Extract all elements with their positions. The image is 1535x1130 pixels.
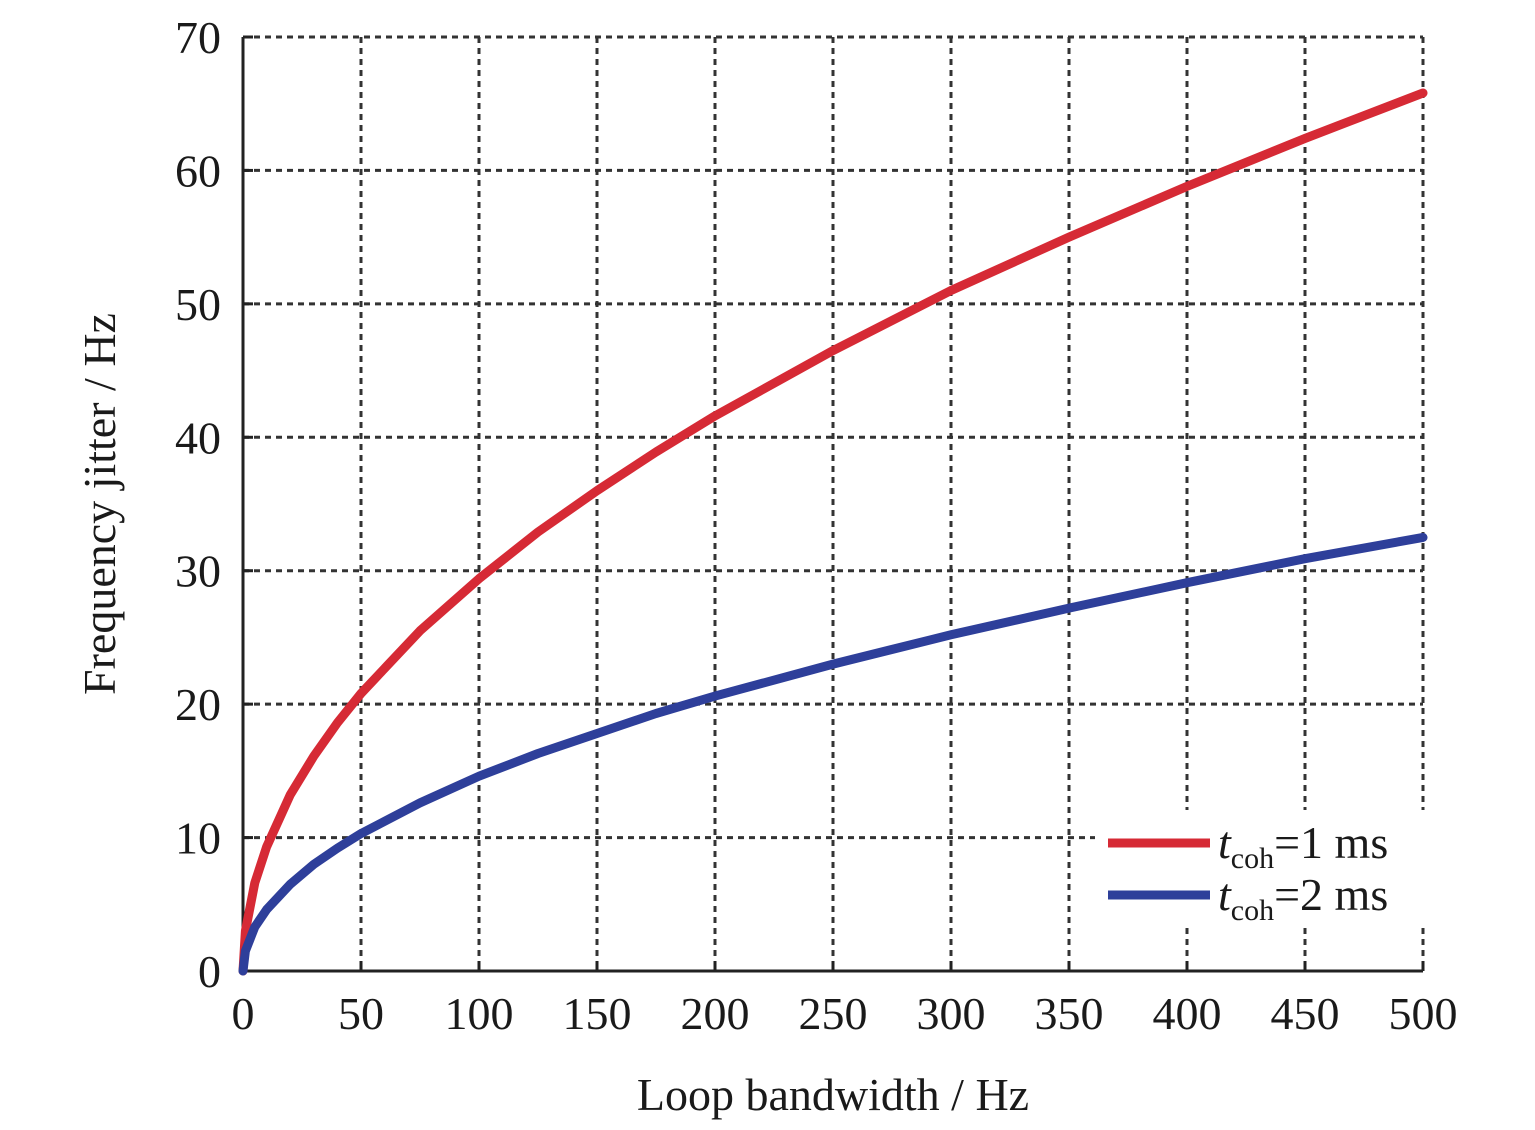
y-tick-label: 10 bbox=[175, 813, 221, 864]
x-axis-title: Loop bandwidth / Hz bbox=[637, 1069, 1029, 1120]
x-tick-label: 200 bbox=[681, 988, 750, 1039]
x-tick-label: 150 bbox=[563, 988, 632, 1039]
x-tick-label: 100 bbox=[445, 988, 514, 1039]
y-tick-label: 0 bbox=[198, 946, 221, 997]
line-chart: 0 50 100 150 200 250 300 350 400 450 500 0 10 20 30 40 5… bbox=[0, 0, 1535, 1130]
x-tick-label: 50 bbox=[338, 988, 384, 1039]
y-axis-title: Frequency jitter / Hz bbox=[74, 313, 125, 695]
x-tick-label: 450 bbox=[1271, 988, 1340, 1039]
y-tick-label: 70 bbox=[175, 12, 221, 63]
x-tick-label: 350 bbox=[1035, 988, 1104, 1039]
y-tick-label: 50 bbox=[175, 279, 221, 330]
y-tick-label: 40 bbox=[175, 412, 221, 463]
y-tick-label: 60 bbox=[175, 145, 221, 196]
x-tick-label: 250 bbox=[799, 988, 868, 1039]
x-tick-label: 400 bbox=[1153, 988, 1222, 1039]
y-tick-label: 30 bbox=[175, 546, 221, 597]
x-tick-label: 0 bbox=[232, 988, 255, 1039]
x-tick-label: 500 bbox=[1389, 988, 1458, 1039]
y-tick-label: 20 bbox=[175, 679, 221, 730]
x-tick-label: 300 bbox=[917, 988, 986, 1039]
